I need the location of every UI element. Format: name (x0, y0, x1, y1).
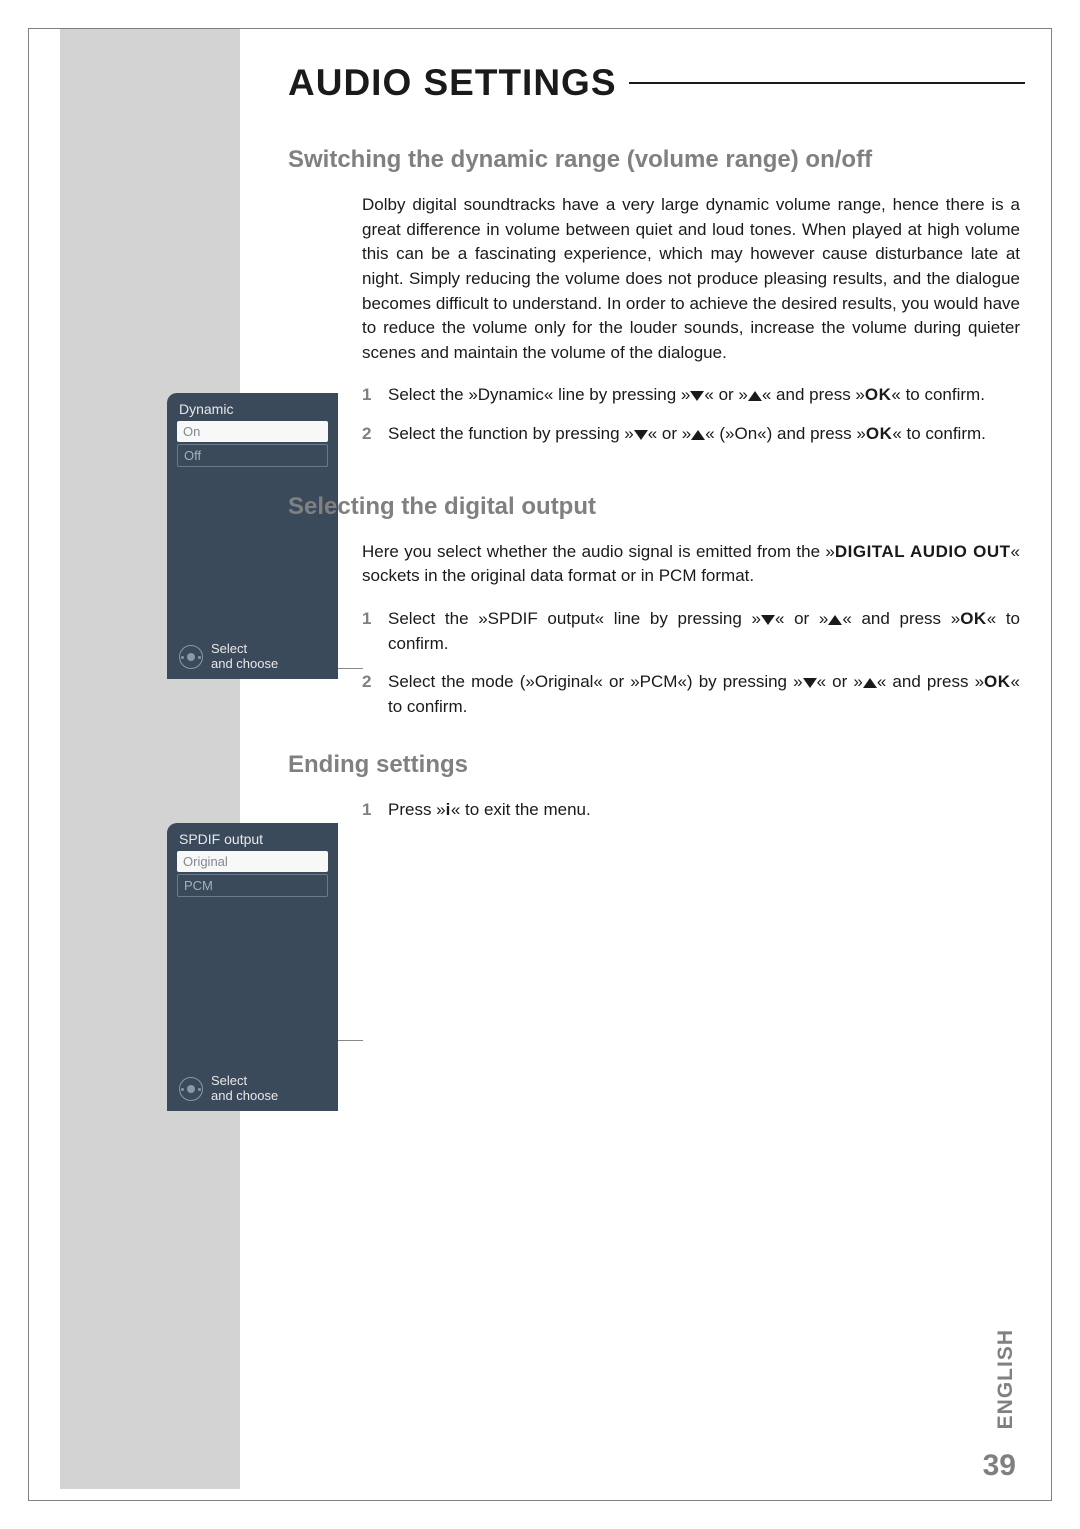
triangle-down-icon (761, 615, 775, 625)
triangle-up-icon (691, 430, 705, 440)
menu-dynamic-footer: Select and choose (179, 642, 278, 671)
step-text: Press »i« to exit the menu. (388, 798, 1020, 823)
section1-steps: 1 Select the »Dynamic« line by pressing … (362, 383, 1020, 446)
nav-icon (179, 645, 203, 669)
connector-2 (338, 1040, 363, 1041)
menu-footer-line2: and choose (211, 1089, 278, 1103)
triangle-up-icon (863, 678, 877, 688)
menu-spdif: SPDIF output Original PCM Select and cho… (167, 823, 338, 1111)
gray-sidebar (60, 29, 240, 1489)
section2-steps: 1 Select the »SPDIF output« line by pres… (362, 607, 1020, 720)
section1-step-2: 2 Select the function by pressing »« or … (362, 422, 1020, 447)
nav-icon (179, 1077, 203, 1101)
triangle-down-icon (634, 430, 648, 440)
menu-spdif-footer: Select and choose (179, 1074, 278, 1103)
step-number: 2 (362, 422, 388, 447)
triangle-down-icon (690, 391, 704, 401)
step-number: 1 (362, 798, 388, 823)
triangle-down-icon (803, 678, 817, 688)
menu-spdif-item-pcm: PCM (177, 874, 328, 897)
step-text: Select the »Dynamic« line by pressing »«… (388, 383, 1020, 408)
step-text: Select the function by pressing »« or »«… (388, 422, 1020, 447)
menu-footer-line1: Select (211, 642, 278, 656)
step-number: 1 (362, 383, 388, 408)
section2-step-1: 1 Select the »SPDIF output« line by pres… (362, 607, 1020, 656)
step-number: 1 (362, 607, 388, 656)
page-title-row: AUDIO SETTINGS (288, 62, 1025, 104)
content-area: Switching the dynamic range (volume rang… (288, 145, 1020, 852)
section1-heading: Switching the dynamic range (volume rang… (288, 145, 1020, 175)
section2-heading: Selecting the digital output (288, 492, 1020, 522)
section3-step-1: 1 Press »i« to exit the menu. (362, 798, 1020, 823)
page-number: 39 (983, 1449, 1016, 1483)
step-text: Select the »SPDIF output« line by pressi… (388, 607, 1020, 656)
menu-footer-line2: and choose (211, 657, 278, 671)
section2-para: Here you select whether the audio signal… (362, 540, 1020, 589)
step-number: 2 (362, 670, 388, 719)
page-title: AUDIO SETTINGS (288, 62, 617, 104)
menu-footer-line1: Select (211, 1074, 278, 1088)
triangle-up-icon (748, 391, 762, 401)
title-rule (629, 82, 1025, 84)
section2-step-2: 2 Select the mode (»Original« or »PCM«) … (362, 670, 1020, 719)
section1-para: Dolby digital soundtracks have a very la… (362, 193, 1020, 365)
section1-step-1: 1 Select the »Dynamic« line by pressing … (362, 383, 1020, 408)
step-text: Select the mode (»Original« or »PCM«) by… (388, 670, 1020, 719)
triangle-up-icon (828, 615, 842, 625)
section3-steps: 1 Press »i« to exit the menu. (362, 798, 1020, 823)
section3-heading: Ending settings (288, 750, 1020, 780)
language-label: ENGLISH (994, 1329, 1018, 1429)
menu-spdif-item-original: Original (177, 851, 328, 872)
